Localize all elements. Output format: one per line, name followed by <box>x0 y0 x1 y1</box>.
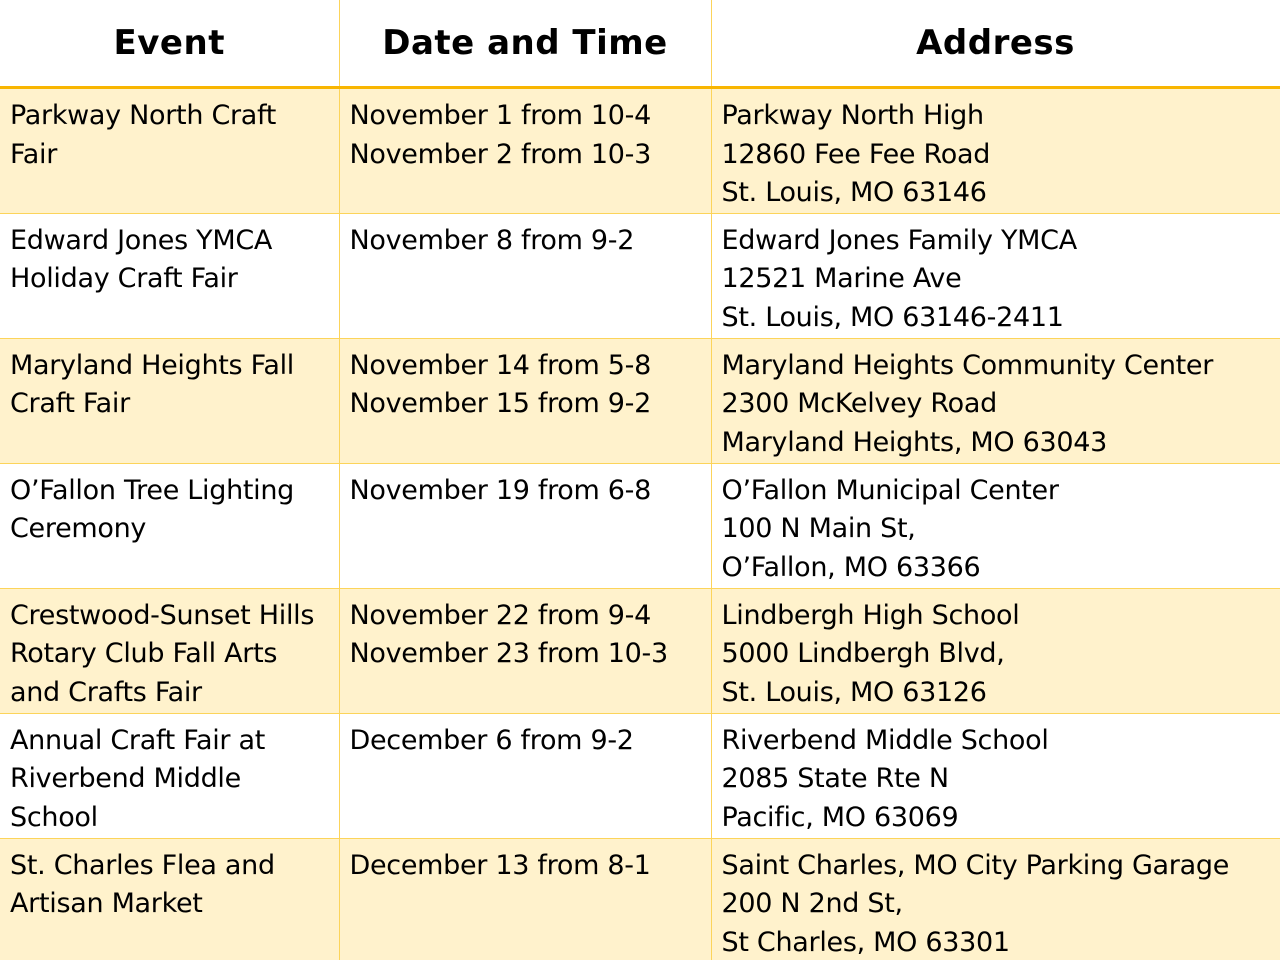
event-cell-line: Craft Fair <box>10 388 130 419</box>
date-time-cell: November 8 from 9-2 <box>339 213 712 339</box>
event-cell-line: St. Charles Flea and <box>10 849 275 881</box>
address-cell: Parkway North High 12860 Fee Fee Road St. … <box>711 87 1280 214</box>
table-row: Parkway North Craft Fair November 1 from 1… <box>0 87 1280 214</box>
event-cell-line: and Crafts Fair <box>10 676 202 708</box>
address-cell-line: St. Louis, MO 63126 <box>721 676 987 708</box>
event-cell: Parkway North Craft Fair <box>0 87 340 214</box>
event-cell-line: Rotary Club Fall Arts <box>10 638 278 669</box>
address-cell-line: 2300 McKelvey Road <box>721 388 998 419</box>
date-time-cell-line: November 23 from 10-3 <box>349 638 669 669</box>
address-cell: Maryland Heights Community Center 2300 Mc… <box>711 338 1280 464</box>
header-row: Event Date and Time Address <box>0 0 1280 89</box>
table-row: Edward Jones YMCA Holiday Craft Fair Novem… <box>0 213 1280 339</box>
table-row: St. Charles Flea and Artisan Market Decemb… <box>0 838 1280 960</box>
address-cell-line: 5000 Lindbergh Blvd, <box>721 638 1005 669</box>
address-cell-line: Saint Charles, MO City Parking Garage <box>721 849 1230 881</box>
table-row: Annual Craft Fair at Riverbend Middle Scho… <box>0 713 1280 839</box>
table-row: Maryland Heights Fall Craft Fair November … <box>0 338 1280 464</box>
date-time-cell-line: November 2 from 10-3 <box>349 138 652 170</box>
date-time-cell-line: November 19 from 6-8 <box>349 474 652 506</box>
date-time-cell-line: November 8 from 9-2 <box>349 224 635 256</box>
address-cell-line: St Charles, MO 63301 <box>721 926 1011 958</box>
event-cell: St. Charles Flea and Artisan Market <box>0 838 340 960</box>
event-cell: Maryland Heights Fall Craft Fair <box>0 338 340 464</box>
address-cell-line: St. Louis, MO 63146 <box>721 177 987 208</box>
address-cell: Saint Charles, MO City Parking Garage 200… <box>711 838 1280 960</box>
event-cell-line: Crestwood-Sunset Hills <box>10 599 315 631</box>
address-cell-line: O’Fallon, MO 63366 <box>721 551 981 583</box>
address-cell-line: Maryland Heights, MO 63043 <box>721 426 1108 458</box>
date-time-cell: December 6 from 9-2 <box>339 713 712 839</box>
event-cell-line: Parkway North Craft <box>10 100 277 131</box>
event-cell-line: School <box>10 801 98 833</box>
address-cell: Lindbergh High School 5000 Lindbergh Blvd… <box>711 588 1280 714</box>
address-cell-line: Lindbergh High School <box>721 599 1020 631</box>
event-cell: Crestwood-Sunset Hills Rotary Club Fall A… <box>0 588 340 714</box>
event-cell-line: Holiday Craft Fair <box>10 263 238 294</box>
event-cell-line: Riverbend Middle <box>10 763 241 794</box>
header-address: Address <box>711 0 1280 89</box>
address-cell-line: Riverbend Middle School <box>721 724 1049 756</box>
table-row: O’Fallon Tree Lighting Ceremony November 1… <box>0 463 1280 589</box>
address-cell-line: Maryland Heights Community Center <box>721 349 1214 381</box>
event-cell: O’Fallon Tree Lighting Ceremony <box>0 463 340 589</box>
event-cell-line: Fair <box>10 138 57 170</box>
date-time-cell-line: November 14 from 5-8 <box>349 349 652 381</box>
date-time-cell: November 22 from 9-4 November 23 from 10-… <box>339 588 712 714</box>
date-time-cell: November 14 from 5-8 November 15 from 9-2 <box>339 338 712 464</box>
event-cell-line: Artisan Market <box>10 888 203 919</box>
event-cell-line: Annual Craft Fair at <box>10 724 266 756</box>
address-cell: O’Fallon Municipal Center 100 N Main St, O… <box>711 463 1280 589</box>
address-cell: Edward Jones Family YMCA 12521 Marine Ave… <box>711 213 1280 339</box>
address-cell-line: Edward Jones Family YMCA <box>721 224 1078 256</box>
address-cell-line: 100 N Main St, <box>721 513 916 544</box>
event-cell-line: O’Fallon Tree Lighting <box>10 474 295 506</box>
date-time-cell-line: December 13 from 8-1 <box>349 849 651 881</box>
date-time-cell: November 1 from 10-4 November 2 from 10-3 <box>339 87 712 214</box>
date-time-cell-line: November 22 from 9-4 <box>349 599 652 631</box>
date-time-cell-line: December 6 from 9-2 <box>349 724 634 756</box>
address-cell-line: 12860 Fee Fee Road <box>721 138 991 170</box>
address-cell-line: Parkway North High <box>721 100 985 131</box>
event-cell: Annual Craft Fair at Riverbend Middle Scho… <box>0 713 340 839</box>
header-event: Event <box>0 0 340 89</box>
address-cell-line: Pacific, MO 63069 <box>721 801 959 833</box>
address-cell-line: O’Fallon Municipal Center <box>721 474 1059 506</box>
event-cell: Edward Jones YMCA Holiday Craft Fair <box>0 213 340 339</box>
date-time-cell: November 19 from 6-8 <box>339 463 712 589</box>
date-time-cell-line: November 1 from 10-4 <box>349 100 652 131</box>
event-cell-line: Edward Jones YMCA <box>10 224 273 256</box>
table-row: Crestwood-Sunset Hills Rotary Club Fall A… <box>0 588 1280 714</box>
address-cell-line: 200 N 2nd St, <box>721 888 904 919</box>
address-cell: Riverbend Middle School 2085 State Rte N P… <box>711 713 1280 839</box>
date-time-cell-line: November 15 from 9-2 <box>349 388 652 419</box>
header-date-time: Date and Time <box>339 0 712 89</box>
address-cell-line: St. Louis, MO 63146-2411 <box>721 301 1064 333</box>
address-cell-line: 2085 State Rte N <box>721 763 950 794</box>
event-cell-line: Ceremony <box>10 513 147 544</box>
event-cell-line: Maryland Heights Fall <box>10 349 295 381</box>
address-cell-line: 12521 Marine Ave <box>721 263 962 294</box>
date-time-cell: December 13 from 8-1 <box>339 838 712 960</box>
